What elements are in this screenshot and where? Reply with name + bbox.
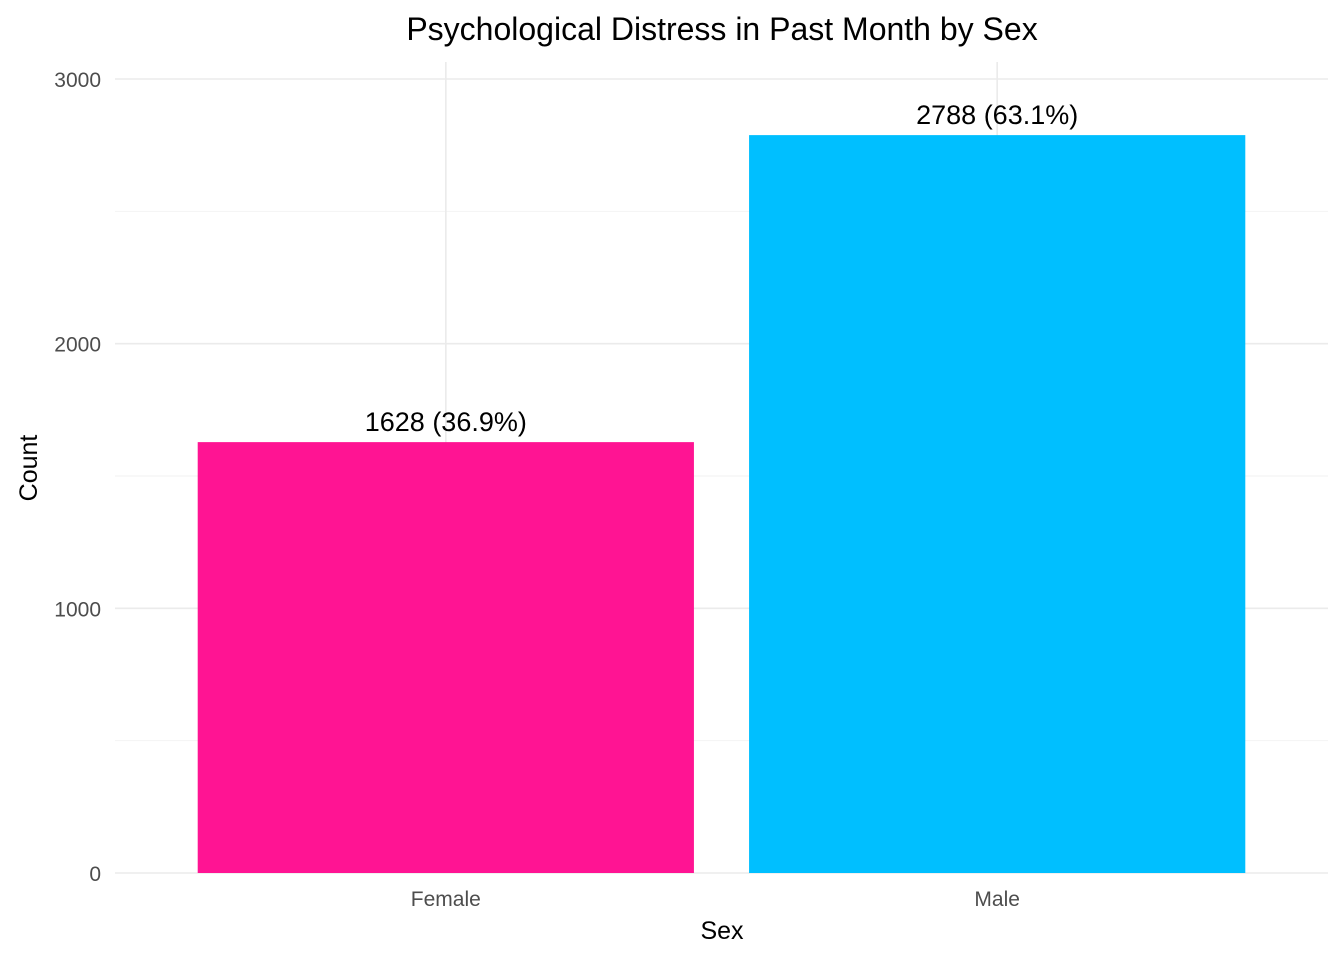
x-tick-label: Male bbox=[974, 888, 1020, 911]
y-tick-label: 3000 bbox=[54, 69, 101, 92]
y-axis-title: Count bbox=[15, 435, 43, 502]
x-axis-title: Sex bbox=[700, 917, 744, 945]
y-tick-label: 2000 bbox=[54, 334, 101, 357]
y-tick-label: 1000 bbox=[54, 598, 101, 621]
x-axis-ticks: Female Male bbox=[411, 888, 1020, 911]
bars bbox=[197, 135, 1246, 874]
x-tick-label: Female bbox=[411, 888, 481, 911]
data-label-female: 1628 (36.9%) bbox=[365, 407, 527, 437]
bar-male bbox=[749, 135, 1246, 874]
chart-title: Psychological Distress in Past Month by … bbox=[406, 11, 1037, 47]
y-tick-label: 0 bbox=[89, 863, 101, 886]
bar-female bbox=[197, 442, 694, 873]
y-axis-ticks: 0 1000 2000 3000 bbox=[54, 69, 101, 886]
data-labels: 1628 (36.9%) 2788 (63.1%) bbox=[365, 100, 1078, 437]
data-label-male: 2788 (63.1%) bbox=[916, 100, 1078, 130]
